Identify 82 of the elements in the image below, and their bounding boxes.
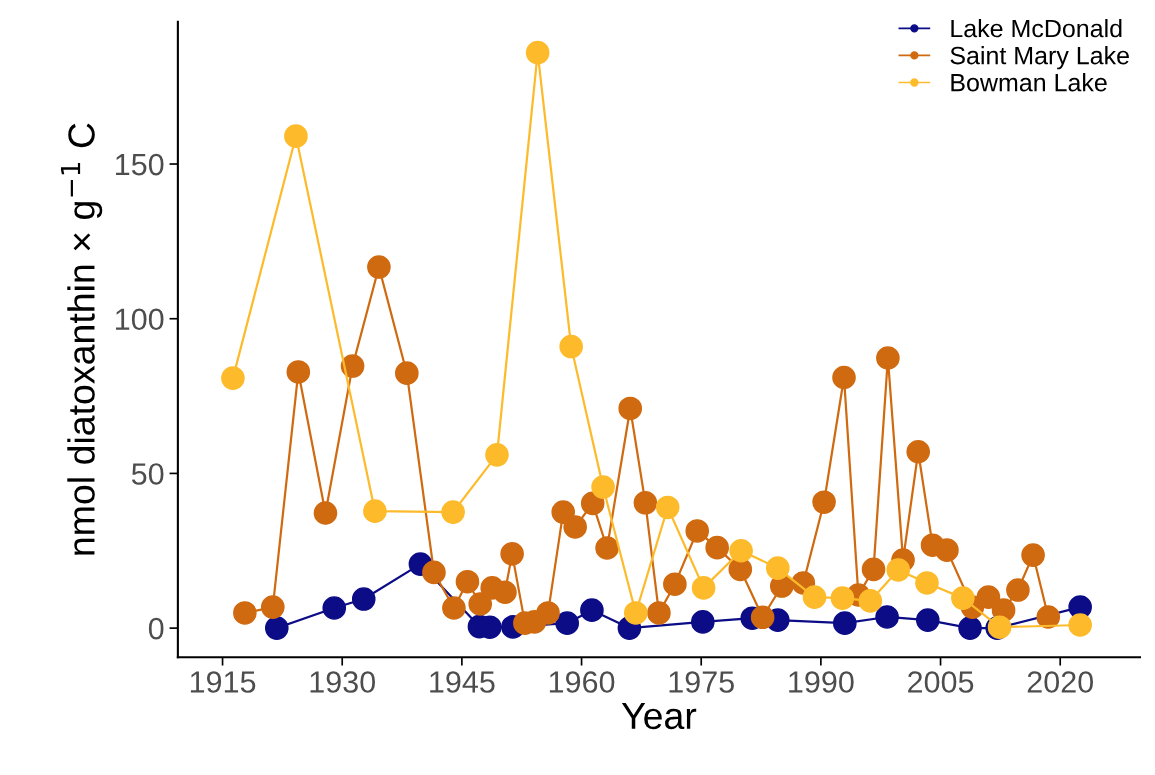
x-tick-label: 2005 <box>908 671 974 693</box>
point <box>591 475 615 499</box>
point <box>595 536 619 560</box>
point <box>830 586 855 610</box>
x-tick-label: 1930 <box>310 671 376 693</box>
point <box>313 501 338 525</box>
point <box>886 558 911 582</box>
point <box>559 334 583 359</box>
point <box>351 587 376 611</box>
x-tick-label: 1945 <box>430 671 495 693</box>
x-tick-label: 1990 <box>789 671 854 693</box>
point <box>286 360 311 384</box>
x-tick-label: 2020 <box>1027 671 1093 693</box>
point <box>685 519 710 543</box>
point <box>422 560 446 585</box>
point <box>833 611 857 635</box>
point <box>551 500 576 524</box>
point <box>1068 613 1092 637</box>
point <box>765 556 790 580</box>
point <box>861 557 886 582</box>
legend-label: Bowman Lake <box>951 73 1107 92</box>
point <box>705 535 729 560</box>
x-axis-title: Year <box>621 703 697 730</box>
point <box>633 491 658 515</box>
point <box>802 585 827 609</box>
point <box>663 572 687 596</box>
point <box>958 616 982 640</box>
point <box>690 610 715 634</box>
point <box>858 589 883 613</box>
point <box>485 443 509 467</box>
point <box>915 571 939 595</box>
point <box>915 608 940 632</box>
point <box>951 586 975 610</box>
point <box>623 601 648 625</box>
point <box>876 346 900 370</box>
point <box>647 601 671 625</box>
point <box>500 542 524 566</box>
point <box>750 605 775 630</box>
point <box>468 592 493 616</box>
point <box>832 365 856 390</box>
y-tick-label: 0 <box>148 617 164 640</box>
x-tick-label: 1975 <box>669 671 734 693</box>
point <box>580 491 605 516</box>
point <box>906 439 931 464</box>
point <box>442 596 466 620</box>
point <box>691 576 716 600</box>
point <box>367 255 391 279</box>
point <box>618 396 643 421</box>
point <box>976 585 1001 609</box>
point <box>1036 605 1061 629</box>
point <box>284 124 308 148</box>
point <box>935 538 959 562</box>
point <box>729 538 753 563</box>
point <box>363 499 387 523</box>
y-tick-label: 50 <box>131 463 164 485</box>
point <box>875 605 899 629</box>
x-tick-label: 1960 <box>549 671 615 693</box>
point <box>525 40 550 65</box>
y-axis-title: nmol diatoxanthin × g$^{−1}$ C <box>60 123 103 555</box>
point <box>260 595 285 619</box>
point <box>221 366 245 390</box>
point <box>812 490 836 514</box>
point <box>493 580 517 605</box>
point <box>563 515 587 539</box>
x-tick-label: 1915 <box>190 671 256 693</box>
point <box>655 495 680 520</box>
point <box>580 598 604 622</box>
point <box>1006 578 1030 602</box>
point <box>340 354 365 378</box>
point <box>455 569 480 594</box>
point <box>264 616 289 640</box>
point <box>441 500 465 524</box>
legend-label: Lake McDonald <box>951 18 1122 38</box>
y-tick-label: 100 <box>116 308 164 331</box>
point <box>555 611 579 635</box>
point <box>233 601 257 625</box>
point <box>395 361 419 385</box>
y-tick-label: 150 <box>116 153 164 176</box>
point <box>536 601 560 625</box>
point <box>1021 543 1045 567</box>
legend-label: Saint Mary Lake <box>950 46 1129 70</box>
point <box>322 596 347 620</box>
